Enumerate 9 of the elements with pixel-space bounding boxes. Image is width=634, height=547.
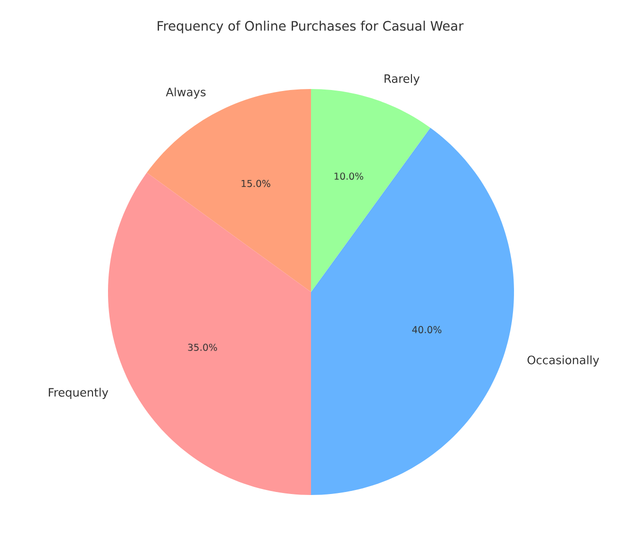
data-label: 40.0% xyxy=(412,326,442,334)
data-label: 35.0% xyxy=(188,344,218,351)
slice-label: Occasionally xyxy=(528,355,600,367)
slice-label: Frequently xyxy=(48,388,108,399)
data-label: 15.0% xyxy=(242,180,270,188)
chart-title: Frequency of Online Purchases for Casual Wear xyxy=(158,20,464,34)
slice-label: Rarely xyxy=(384,74,420,86)
data-label: 10.0% xyxy=(334,172,364,180)
slice-label: Always xyxy=(166,87,206,99)
